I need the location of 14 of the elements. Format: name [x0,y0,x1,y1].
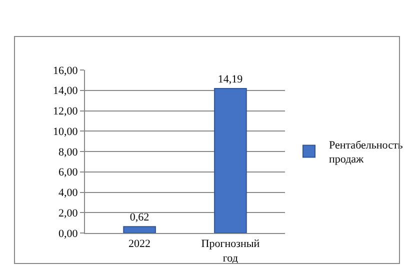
y-tick-label: 12,00 [53,106,78,118]
y-tick-label: 2,00 [58,207,78,220]
data-label: 14,19 [218,73,244,86]
y-tick-label: 10,00 [53,126,78,138]
y-tick-label: 14,00 [53,85,78,98]
y-tick-label: 16,00 [53,64,78,77]
y-tick-label: 6,00 [58,166,78,179]
data-label: 0,62 [130,212,150,224]
x-tick-label: Прогнозный год [201,238,260,264]
y-tick-label: 4,00 [58,187,78,200]
y-tick-label: 8,00 [58,146,78,158]
x-tick-label: 2022 [128,238,151,250]
legend-label: Рентабельность продаж [329,139,403,166]
y-tick-label: 0,00 [58,228,78,240]
